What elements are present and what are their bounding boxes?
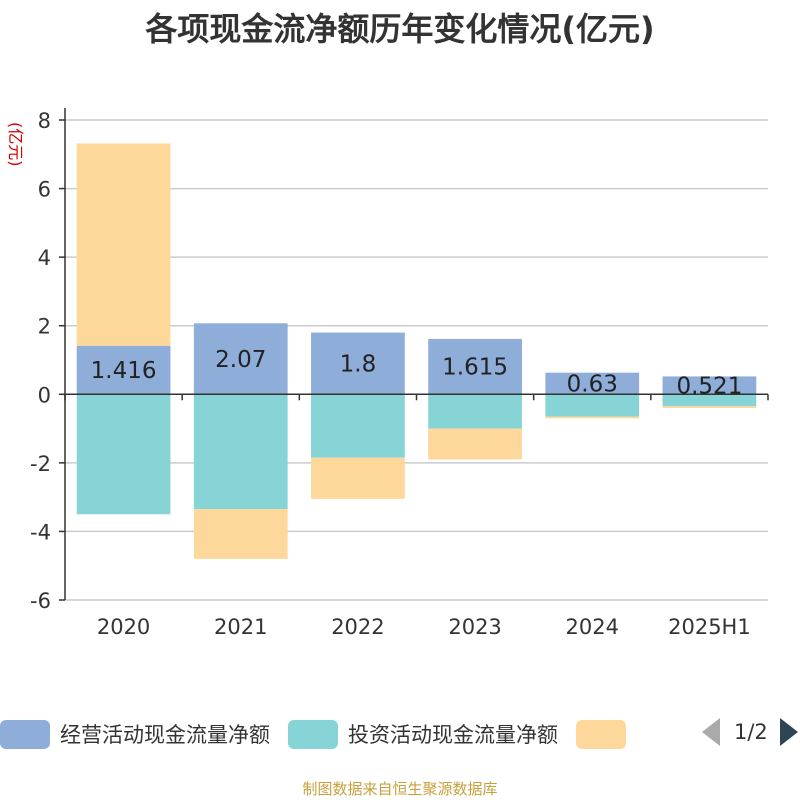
bar-1-2025H1[interactable]: [662, 376, 757, 395]
y-tick-label: 0: [38, 383, 51, 407]
y-tick-label: 2: [38, 315, 51, 339]
legend-pager: 1/2: [702, 718, 798, 746]
legend-label-investing: 投资活动现金流量净额: [348, 723, 558, 747]
data-label: 1.8: [340, 351, 377, 377]
bar-2-2021[interactable]: [193, 394, 288, 510]
bar-1-2024[interactable]: [545, 372, 640, 395]
legend-item-operating[interactable]: 经营活动现金流量净额: [0, 719, 270, 749]
y-tick-label: -2: [30, 452, 51, 476]
y-tick-label: 6: [38, 178, 51, 202]
legend-item-investing[interactable]: 投资活动现金流量净额: [288, 719, 558, 749]
bar-1-2022[interactable]: [311, 332, 405, 395]
bar-2-2023[interactable]: [428, 394, 522, 429]
bar-1-2021[interactable]: [193, 323, 288, 395]
x-tick-label: 2023: [448, 615, 501, 639]
legend-swatch-investing: [288, 719, 338, 749]
bar-3-2024[interactable]: [545, 416, 640, 419]
bar-3-2022[interactable]: [311, 457, 405, 499]
bar-3-2025H1[interactable]: [662, 406, 757, 408]
page-indicator: 1/2: [734, 720, 768, 744]
data-label: 2.07: [215, 347, 266, 373]
x-tick-label: 2024: [566, 615, 619, 639]
chart-title: 各项现金流净额历年变化情况(亿元): [145, 10, 655, 48]
next-page-icon[interactable]: [779, 718, 798, 746]
legend-label-operating: 经营活动现金流量净额: [60, 723, 270, 747]
data-label: 1.615: [442, 355, 508, 381]
legend: 经营活动现金流量净额 投资活动现金流量净额: [0, 716, 800, 752]
legend-item-third[interactable]: [576, 719, 636, 749]
bar-3-2021[interactable]: [193, 509, 288, 559]
bar-2-2020[interactable]: [76, 394, 171, 515]
bar-3-2020[interactable]: [76, 143, 171, 346]
x-tick-label: 2022: [331, 615, 384, 639]
data-label: 0.63: [567, 371, 618, 397]
legend-swatch-operating: [0, 719, 50, 749]
prev-page-icon[interactable]: [702, 718, 720, 746]
bar-3-2023[interactable]: [428, 428, 522, 460]
axes: -6 -4 -2 0 2 4 6 8 2020 2021 2022 2023 2024 2025H1: [30, 108, 769, 639]
bar-2-2024[interactable]: [545, 394, 640, 417]
y-tick-label: -4: [30, 520, 51, 544]
bar-1-2020[interactable]: [76, 345, 171, 395]
y-axis-label: (亿元): [6, 122, 25, 167]
bar-1-2023[interactable]: [428, 338, 522, 395]
x-tick-label: 2020: [97, 615, 150, 639]
x-tick-label: 2025H1: [668, 615, 751, 639]
data-labels: 1.416 2.07 1.8 1.615 0.63 0.521: [91, 347, 743, 400]
bar-2-2022[interactable]: [311, 394, 405, 458]
data-source-note: 制图数据来自恒生聚源数据库: [302, 780, 498, 798]
x-tick-label: 2021: [214, 615, 267, 639]
bar-2-2025H1[interactable]: [662, 394, 757, 407]
stacked-bar-chart: -6 -4 -2 0 2 4 6 8 2020 2021 2022 2023 2024 2025H1 1.…: [6, 108, 769, 639]
y-tick-label: -6: [30, 589, 51, 613]
bars: [76, 143, 757, 559]
data-label: 1.416: [91, 358, 157, 384]
legend-swatch-third: [576, 719, 626, 749]
data-label: 0.521: [676, 373, 742, 399]
y-tick-label: 4: [38, 246, 51, 270]
y-tick-label: 8: [38, 109, 51, 133]
